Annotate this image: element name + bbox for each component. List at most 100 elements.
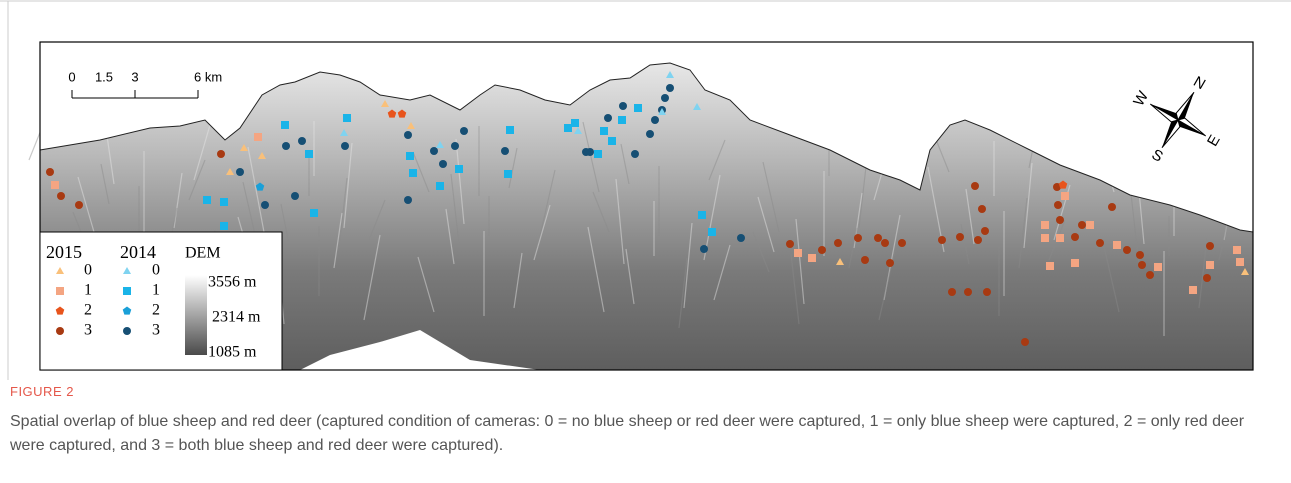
camera-point [220, 222, 228, 230]
legend: 2015 2014 DEM 00112233 3556 m 2314 m 108… [40, 232, 282, 370]
camera-point [618, 116, 626, 124]
legend-class: 1 [152, 282, 160, 299]
camera-point [298, 137, 306, 145]
legend-class: 0 [152, 262, 160, 279]
camera-point [1071, 259, 1079, 267]
camera-point [631, 150, 639, 158]
camera-point [406, 152, 414, 160]
camera-point [501, 147, 509, 155]
camera-point [261, 201, 269, 209]
figure-caption: Spatial overlap of blue sheep and red de… [10, 410, 1265, 458]
camera-point [451, 142, 459, 150]
camera-point [1233, 246, 1241, 254]
camera-point [439, 160, 447, 168]
figure-map: 0 1.5 3 6 km W N S E 2015 2014 DEM 00112… [0, 0, 1291, 380]
scale-label: 0 [68, 69, 75, 84]
camera-point [604, 114, 612, 122]
camera-point [1041, 234, 1049, 242]
camera-point [886, 259, 894, 267]
camera-point [504, 170, 512, 178]
camera-point [1054, 201, 1062, 209]
camera-point [808, 254, 816, 262]
camera-point [608, 137, 616, 145]
camera-point [404, 196, 412, 204]
dem-label: 2314 m [212, 309, 261, 326]
camera-point [786, 240, 794, 248]
camera-point [898, 239, 906, 247]
scale-label: 6 km [194, 69, 222, 84]
camera-point [455, 165, 463, 173]
camera-point [600, 127, 608, 135]
camera-point [981, 227, 989, 235]
camera-point [646, 130, 654, 138]
camera-point [948, 288, 956, 296]
camera-point [794, 249, 802, 257]
camera-point [983, 288, 991, 296]
camera-point [651, 116, 659, 124]
camera-point [619, 102, 627, 110]
dem-ramp [185, 275, 207, 355]
camera-point [254, 133, 262, 141]
dem-label: 1085 m [208, 344, 257, 361]
camera-point [1056, 216, 1064, 224]
camera-point [46, 168, 54, 176]
camera-point [123, 287, 131, 295]
camera-point [1071, 233, 1079, 241]
camera-point [1021, 338, 1029, 346]
camera-point [75, 201, 83, 209]
camera-point [310, 209, 318, 217]
legend-year: 2014 [120, 242, 156, 262]
scale-label: 1.5 [95, 69, 113, 84]
camera-point [1203, 274, 1211, 282]
camera-point [343, 114, 351, 122]
camera-point [409, 169, 417, 177]
camera-point [506, 126, 514, 134]
camera-point [1123, 246, 1131, 254]
camera-point [57, 192, 65, 200]
camera-point [1041, 221, 1049, 229]
legend-class: 0 [84, 262, 92, 279]
camera-point [291, 192, 299, 200]
legend-class: 3 [84, 322, 92, 339]
dem-label: 3556 m [208, 274, 257, 291]
camera-point [956, 233, 964, 241]
camera-point [236, 168, 244, 176]
camera-point [978, 205, 986, 213]
camera-point [861, 256, 869, 264]
camera-point [1061, 192, 1069, 200]
camera-point [1146, 271, 1154, 279]
camera-point [1138, 261, 1146, 269]
camera-point [56, 287, 64, 295]
camera-point [404, 131, 412, 139]
camera-point [1154, 263, 1162, 271]
camera-point [974, 236, 982, 244]
camera-point [436, 182, 444, 190]
legend-dem-title: DEM [185, 245, 221, 262]
camera-point [874, 234, 882, 242]
camera-point [1086, 221, 1094, 229]
camera-point [282, 142, 290, 150]
camera-point [281, 121, 289, 129]
camera-point [564, 124, 572, 132]
camera-point [818, 246, 826, 254]
camera-point [56, 327, 64, 335]
camera-point [1113, 241, 1121, 249]
camera-point [881, 239, 889, 247]
camera-point [220, 198, 228, 206]
legend-class: 1 [84, 282, 92, 299]
camera-point [586, 148, 594, 156]
camera-point [571, 119, 579, 127]
camera-point [123, 327, 131, 335]
camera-point [203, 196, 211, 204]
camera-point [700, 245, 708, 253]
camera-point [1078, 221, 1086, 229]
camera-point [971, 182, 979, 190]
legend-class: 2 [152, 302, 160, 319]
camera-point [1046, 262, 1054, 270]
camera-point [1189, 286, 1197, 294]
figure-label: FIGURE 2 [10, 384, 74, 399]
camera-point [305, 150, 313, 158]
camera-point [666, 84, 674, 92]
camera-point [51, 181, 59, 189]
camera-point [460, 127, 468, 135]
